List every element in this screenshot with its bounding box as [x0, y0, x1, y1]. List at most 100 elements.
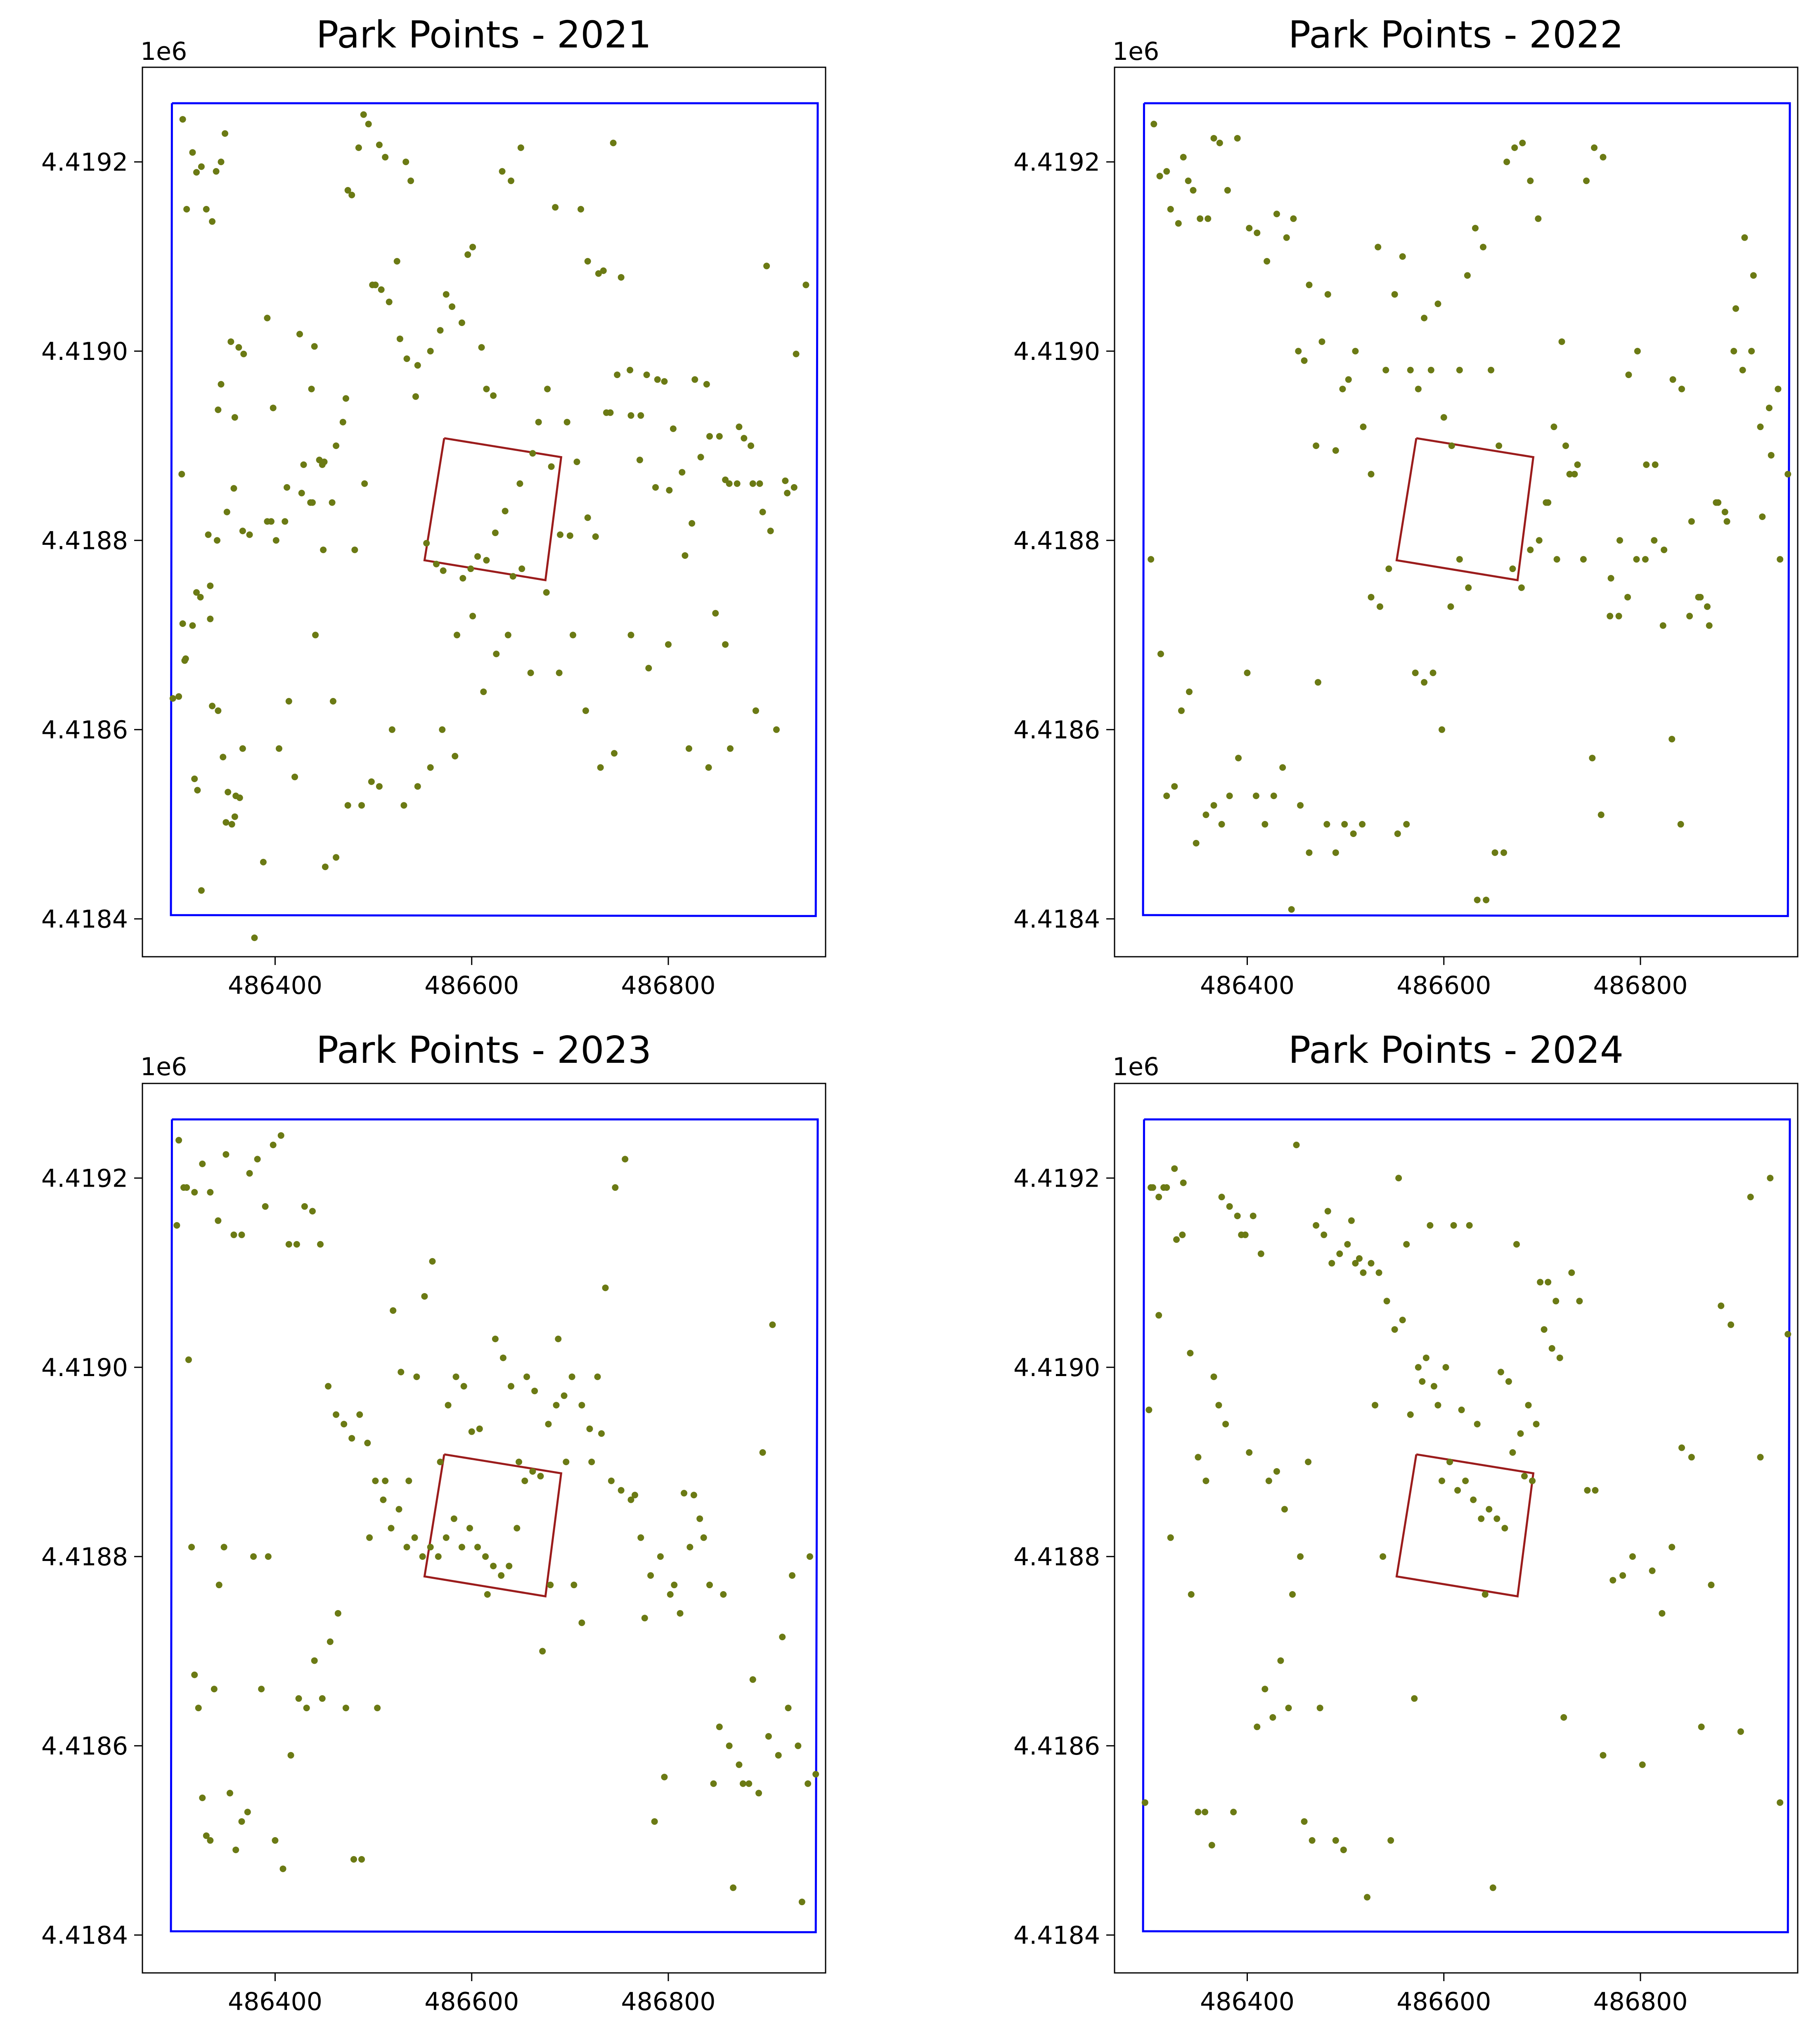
- park-point: [1157, 650, 1164, 657]
- park-point: [1766, 404, 1773, 412]
- park-point: [749, 1676, 756, 1683]
- park-point: [1651, 537, 1658, 544]
- park-point: [670, 425, 677, 432]
- park-point: [661, 1774, 668, 1781]
- park-point: [1429, 669, 1437, 676]
- park-point: [1293, 1142, 1300, 1149]
- park-point: [193, 169, 200, 176]
- park-point: [449, 303, 456, 310]
- park-point: [264, 518, 271, 525]
- y-tick-label: 4.4192: [1013, 1164, 1100, 1193]
- park-point: [1568, 1269, 1575, 1276]
- park-point: [1324, 291, 1331, 298]
- park-point: [1496, 442, 1503, 449]
- panel-title: Park Points - 2021: [316, 13, 651, 57]
- park-point: [419, 1553, 426, 1560]
- park-point: [555, 1335, 562, 1342]
- park-point: [1430, 1383, 1437, 1390]
- park-point: [622, 1156, 629, 1163]
- park-point: [544, 385, 551, 393]
- park-point: [1466, 1222, 1473, 1229]
- park-point: [388, 726, 395, 733]
- park-point: [1283, 234, 1290, 241]
- park-point: [643, 371, 650, 378]
- x-tick-label: 486800: [621, 1987, 715, 2016]
- park-point: [600, 267, 607, 274]
- park-point: [1574, 461, 1581, 468]
- park-point: [492, 529, 499, 536]
- park-point: [1359, 821, 1366, 828]
- park-point: [752, 707, 759, 714]
- park-point: [207, 1837, 214, 1844]
- park-point: [476, 1425, 483, 1432]
- park-point: [303, 1705, 310, 1712]
- park-point: [651, 1818, 658, 1825]
- park-point: [1634, 348, 1641, 355]
- park-point: [1669, 376, 1676, 383]
- park-point: [1218, 1194, 1225, 1201]
- park-point: [612, 1184, 619, 1191]
- park-point: [521, 1477, 528, 1484]
- park-point: [344, 802, 351, 809]
- park-point: [191, 1671, 198, 1678]
- park-point: [627, 1496, 634, 1503]
- park-point: [666, 487, 673, 494]
- park-point: [218, 381, 225, 388]
- park-point: [1148, 1184, 1155, 1191]
- park-point: [466, 1525, 473, 1532]
- park-point: [388, 1525, 395, 1532]
- y-tick-label: 4.4188: [41, 1542, 128, 1571]
- park-point: [784, 490, 791, 497]
- park-point: [1580, 556, 1587, 563]
- panel-2024: Park Points - 2024 1e6 486400 486600 48680…: [1013, 1029, 1799, 2016]
- park-point: [1167, 206, 1174, 213]
- park-point: [1625, 371, 1632, 378]
- y-tick-label: 4.4184: [41, 905, 128, 934]
- park-point: [529, 1468, 536, 1475]
- park-point: [272, 1837, 279, 1844]
- park-point: [251, 934, 258, 941]
- study-area-boundary: [170, 102, 819, 917]
- park-point: [805, 1780, 812, 1787]
- park-point: [355, 144, 362, 151]
- park-point: [1659, 622, 1666, 629]
- park-point: [480, 688, 487, 695]
- park-point: [403, 355, 410, 362]
- park-point: [556, 669, 563, 676]
- park-point: [594, 1373, 601, 1380]
- park-point: [641, 1615, 648, 1622]
- park-point: [329, 499, 336, 506]
- park-point: [1518, 584, 1525, 591]
- park-point: [527, 669, 534, 676]
- park-point: [607, 409, 614, 416]
- park-point: [1394, 830, 1401, 837]
- park-point: [1489, 1884, 1496, 1891]
- park-point: [1407, 367, 1414, 374]
- park-point: [222, 819, 230, 826]
- site-polygon: [423, 437, 563, 582]
- park-point: [1446, 1459, 1453, 1466]
- park-point: [1360, 423, 1367, 430]
- park-point: [716, 1723, 723, 1730]
- park-point: [181, 657, 188, 664]
- park-point: [763, 263, 770, 270]
- park-point: [1234, 135, 1241, 142]
- park-point: [175, 1137, 182, 1144]
- park-point: [700, 1534, 707, 1541]
- park-point: [1218, 821, 1225, 828]
- park-point: [382, 154, 389, 161]
- park-point: [516, 480, 523, 487]
- park-point: [1246, 1449, 1253, 1456]
- park-point: [1721, 508, 1728, 516]
- park-point: [295, 1695, 302, 1702]
- park-point: [443, 291, 450, 298]
- park-point: [1474, 1421, 1481, 1428]
- park-point: [1529, 1477, 1536, 1484]
- park-point: [531, 1388, 538, 1395]
- park-point: [291, 773, 298, 780]
- panel-2023: Park Points - 2023 1e6 486400 486600 48680…: [41, 1029, 826, 2016]
- park-point: [1442, 1364, 1449, 1371]
- park-point: [679, 469, 686, 476]
- park-point: [657, 1553, 664, 1560]
- park-point: [1659, 1610, 1666, 1617]
